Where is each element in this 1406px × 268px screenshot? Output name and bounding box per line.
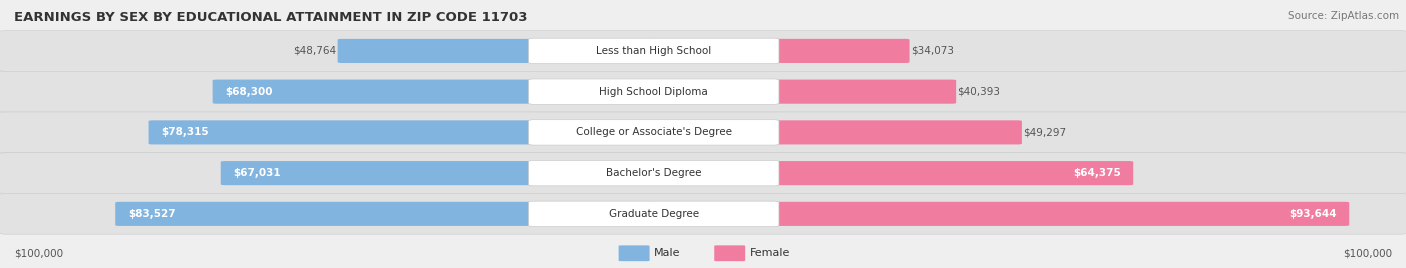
FancyBboxPatch shape: [529, 79, 779, 104]
Text: $49,297: $49,297: [1024, 127, 1066, 137]
FancyBboxPatch shape: [149, 120, 658, 144]
Text: $48,764: $48,764: [292, 46, 336, 56]
FancyBboxPatch shape: [650, 80, 956, 104]
Text: $78,315: $78,315: [162, 127, 209, 137]
Text: $40,393: $40,393: [957, 87, 1001, 97]
FancyBboxPatch shape: [0, 71, 1406, 112]
FancyBboxPatch shape: [619, 245, 650, 261]
Text: Male: Male: [654, 248, 681, 258]
Text: $100,000: $100,000: [14, 248, 63, 258]
Text: EARNINGS BY SEX BY EDUCATIONAL ATTAINMENT IN ZIP CODE 11703: EARNINGS BY SEX BY EDUCATIONAL ATTAINMEN…: [14, 11, 527, 24]
Text: Graduate Degree: Graduate Degree: [609, 209, 699, 219]
Text: Less than High School: Less than High School: [596, 46, 711, 56]
FancyBboxPatch shape: [212, 80, 658, 104]
FancyBboxPatch shape: [650, 202, 1350, 226]
FancyBboxPatch shape: [650, 161, 1133, 185]
FancyBboxPatch shape: [529, 161, 779, 186]
FancyBboxPatch shape: [650, 39, 910, 63]
Text: $93,644: $93,644: [1289, 209, 1337, 219]
Text: Source: ZipAtlas.com: Source: ZipAtlas.com: [1288, 11, 1399, 21]
FancyBboxPatch shape: [0, 193, 1406, 234]
Text: $34,073: $34,073: [911, 46, 953, 56]
FancyBboxPatch shape: [0, 153, 1406, 193]
FancyBboxPatch shape: [221, 161, 658, 185]
Text: $64,375: $64,375: [1073, 168, 1121, 178]
FancyBboxPatch shape: [714, 245, 745, 261]
Text: High School Diploma: High School Diploma: [599, 87, 709, 97]
Text: $83,527: $83,527: [128, 209, 176, 219]
FancyBboxPatch shape: [0, 112, 1406, 153]
FancyBboxPatch shape: [0, 31, 1406, 71]
FancyBboxPatch shape: [650, 120, 1022, 144]
FancyBboxPatch shape: [529, 120, 779, 145]
Text: Bachelor's Degree: Bachelor's Degree: [606, 168, 702, 178]
FancyBboxPatch shape: [337, 39, 658, 63]
FancyBboxPatch shape: [529, 38, 779, 64]
FancyBboxPatch shape: [115, 202, 658, 226]
Text: $67,031: $67,031: [233, 168, 281, 178]
FancyBboxPatch shape: [529, 201, 779, 226]
Text: Female: Female: [749, 248, 790, 258]
Text: $68,300: $68,300: [225, 87, 273, 97]
Text: $100,000: $100,000: [1343, 248, 1392, 258]
Text: College or Associate's Degree: College or Associate's Degree: [576, 127, 731, 137]
